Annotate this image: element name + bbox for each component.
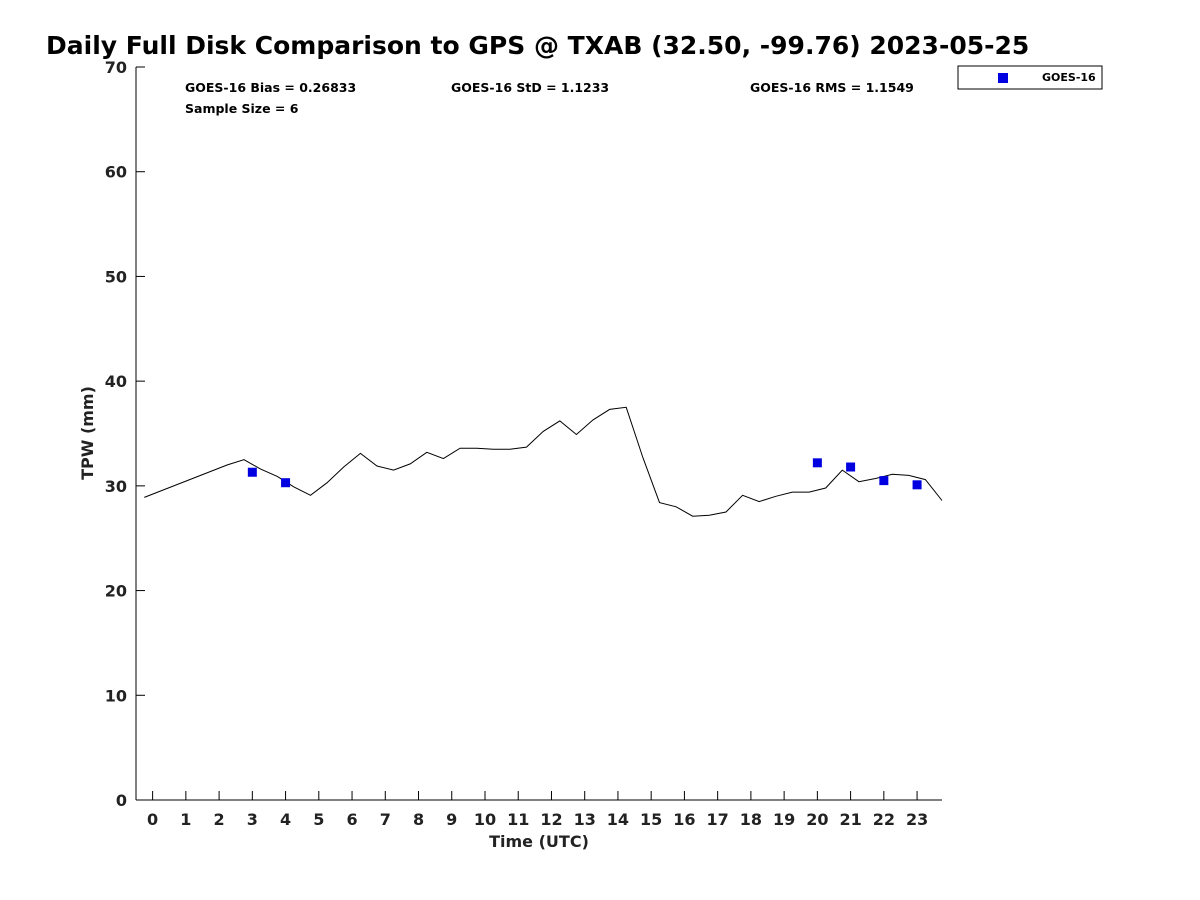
x-tick-label: 22 — [873, 810, 895, 829]
goes16-point — [912, 480, 922, 490]
x-tick-label: 23 — [906, 810, 928, 829]
x-tick-label: 2 — [214, 810, 225, 829]
x-tick-label: 15 — [640, 810, 662, 829]
goes16-point — [879, 476, 889, 486]
x-tick-label: 14 — [607, 810, 629, 829]
x-tick-label: 17 — [707, 810, 729, 829]
y-tick-label: 10 — [105, 686, 127, 705]
x-tick-label: 20 — [806, 810, 828, 829]
x-ticks: 0 1 2 3 4 5 6 7 8 9 10 11 12 13 14 15 16 17 18 19 20 21 22 23 — [147, 791, 928, 829]
y-tick-label: 50 — [105, 267, 127, 286]
x-tick-label: 0 — [147, 810, 158, 829]
x-tick-label: 18 — [740, 810, 762, 829]
goes16-point — [812, 458, 822, 468]
y-axis-label: TPW (mm) — [78, 386, 97, 480]
y-tick-label: 20 — [105, 582, 127, 601]
y-tick-label: 70 — [105, 58, 127, 77]
stat-rms: GOES-16 RMS = 1.1549 — [750, 80, 914, 95]
x-tick-label: 6 — [346, 810, 357, 829]
y-ticks: 0 10 20 30 40 50 60 70 — [105, 58, 145, 810]
x-tick-label: 7 — [380, 810, 391, 829]
x-tick-label: 5 — [313, 810, 324, 829]
x-tick-label: 8 — [413, 810, 424, 829]
goes16-point — [247, 467, 257, 477]
stat-std: GOES-16 StD = 1.1233 — [451, 80, 609, 95]
y-tick-label: 40 — [105, 372, 127, 391]
legend-box — [957, 65, 1103, 90]
x-tick-label: 11 — [507, 810, 529, 829]
x-tick-label: 9 — [446, 810, 457, 829]
chart-title: Daily Full Disk Comparison to GPS @ TXAB… — [46, 31, 1029, 60]
series-layer — [144, 406, 943, 517]
stat-sample-size: Sample Size = 6 — [185, 101, 299, 116]
y-tick-label: 60 — [105, 163, 127, 182]
x-tick-label: 12 — [540, 810, 562, 829]
legend-marker-goes16 — [998, 73, 1008, 83]
y-tick-label: 30 — [105, 477, 127, 496]
x-tick-label: 10 — [474, 810, 496, 829]
x-tick-label: 16 — [673, 810, 695, 829]
legend-label-goes16: GOES-16 — [1042, 71, 1096, 84]
y-tick-label: 0 — [116, 791, 127, 810]
goes16-point — [846, 462, 856, 472]
x-tick-label: 21 — [839, 810, 861, 829]
gps-tpw-line — [144, 406, 943, 517]
x-tick-label: 1 — [180, 810, 191, 829]
x-tick-label: 4 — [280, 810, 291, 829]
x-tick-label: 3 — [247, 810, 258, 829]
x-tick-label: 19 — [773, 810, 795, 829]
goes16-point — [281, 478, 291, 488]
stat-bias: GOES-16 Bias = 0.26833 — [185, 80, 356, 95]
x-tick-label: 13 — [574, 810, 596, 829]
x-axis-label: Time (UTC) — [489, 832, 589, 851]
legend: GOES-16 — [957, 65, 1103, 90]
